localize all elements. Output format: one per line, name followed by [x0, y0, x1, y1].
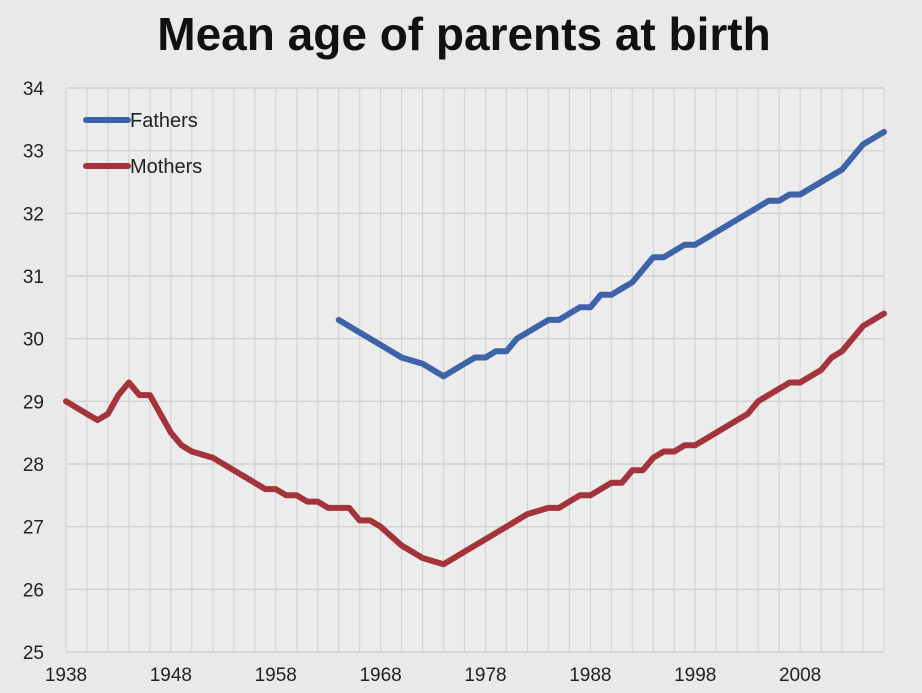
x-tick-label: 1938	[45, 665, 87, 686]
y-tick-label: 30	[23, 330, 44, 351]
series-line-fathers	[335, 128, 887, 380]
x-tick-label: 1948	[150, 665, 192, 686]
legend-label-mothers: Mothers	[130, 156, 202, 178]
y-tick-label: 34	[23, 79, 45, 100]
grid-layer	[65, 87, 885, 653]
series-line-mothers	[63, 310, 887, 568]
legend: Fathers Mothers	[83, 110, 202, 178]
plot-area	[66, 88, 884, 652]
chart-title: Mean age of parents at birth	[157, 8, 770, 60]
x-tick-label: 1958	[255, 665, 297, 686]
y-tick-label: 28	[23, 455, 44, 476]
y-tick-label: 29	[23, 392, 44, 413]
y-tick-label: 32	[23, 204, 44, 225]
x-tick-label: 2008	[779, 665, 821, 686]
y-tick-label: 25	[23, 643, 44, 664]
y-tick-label: 31	[23, 267, 44, 288]
y-tick-label: 27	[23, 518, 44, 539]
y-tick-label: 33	[23, 142, 44, 163]
x-tick-label: 1968	[359, 665, 401, 686]
x-tick-label: 1978	[464, 665, 506, 686]
legend-label-fathers: Fathers	[130, 110, 198, 132]
y-tick-label: 26	[23, 580, 44, 601]
x-tick-label: 1988	[569, 665, 611, 686]
x-tick-label: 1998	[674, 665, 716, 686]
series-layer	[63, 128, 887, 568]
axis-layer: 25 26 27 28 29 30 31 32 33 34 1938 1948 1958 1968 1978…	[23, 79, 821, 686]
